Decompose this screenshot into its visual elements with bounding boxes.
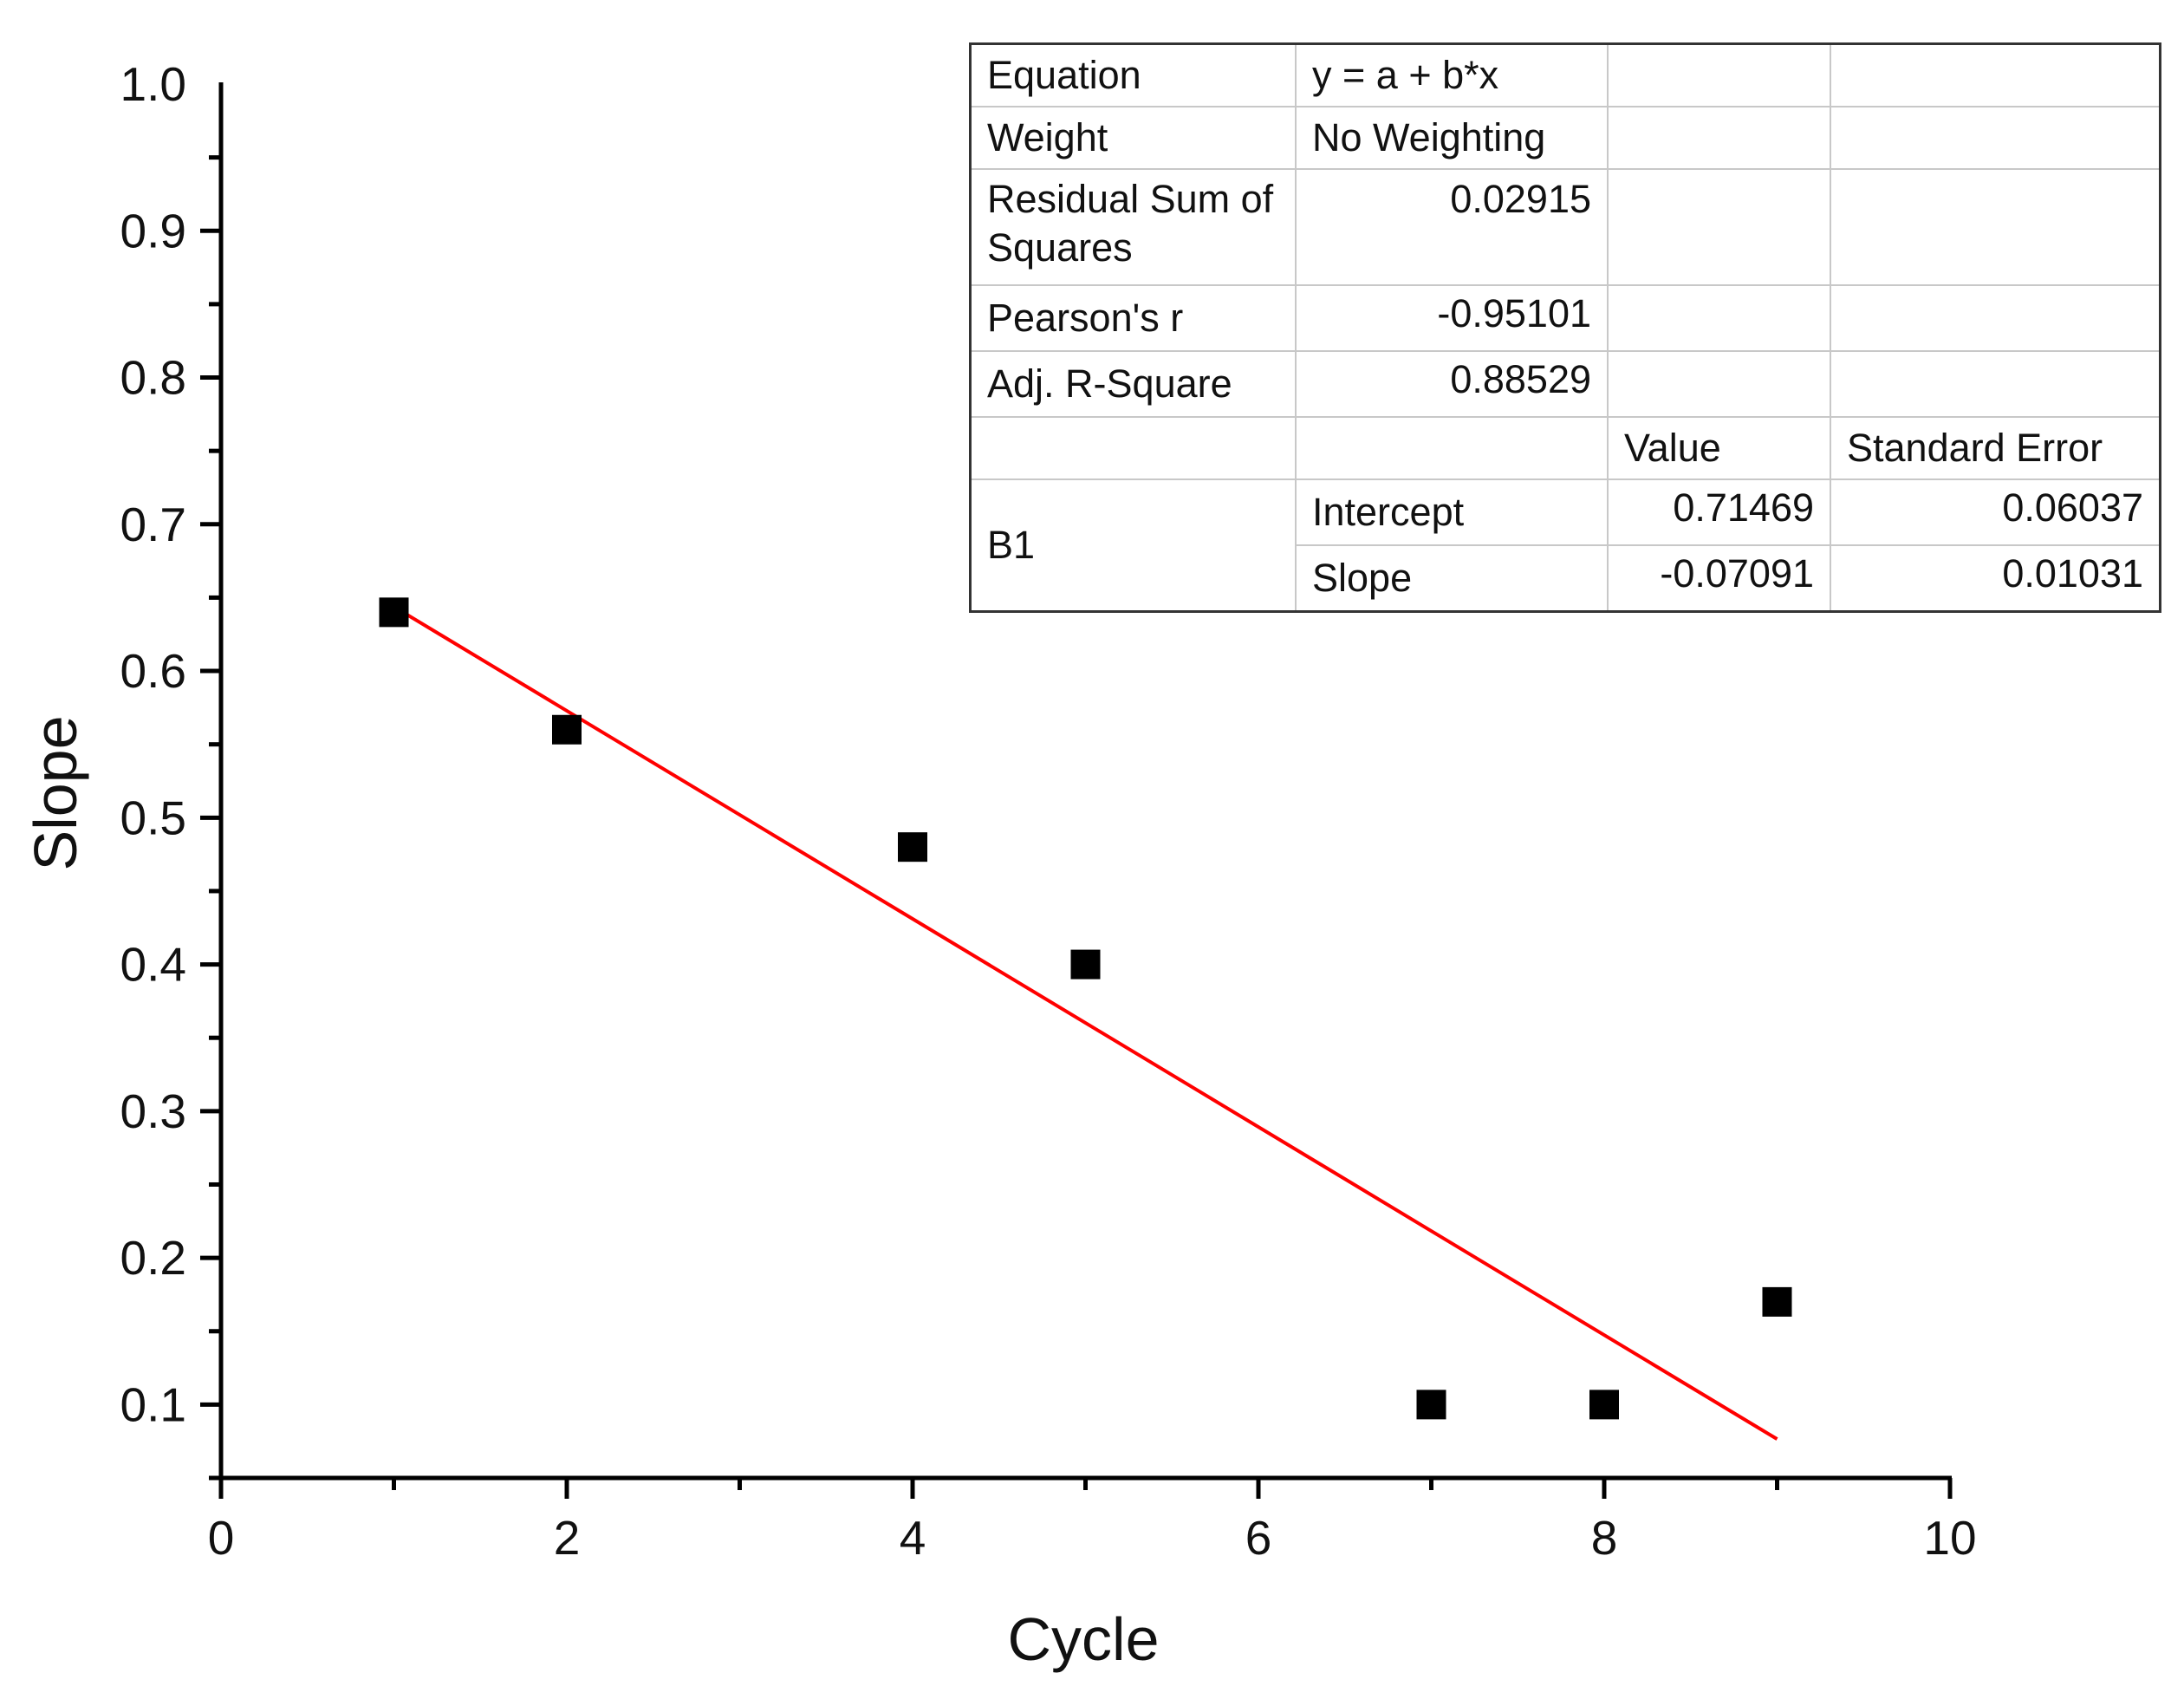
x-tick-label: 4 — [900, 1511, 926, 1565]
empty-cell — [1830, 42, 2161, 107]
y-tick-label: 1.0 — [120, 57, 186, 111]
empty-cell — [1830, 168, 2161, 286]
weight-value: No Weighting — [1295, 106, 1609, 170]
y-tick-label: 0.3 — [120, 1084, 186, 1138]
x-tick-label: 2 — [554, 1511, 581, 1565]
weight-label: Weight — [969, 106, 1297, 170]
adj-r-square-label: Adj. R-Square — [969, 350, 1297, 418]
fit-results-table: Equation y = a + b*x Weight No Weighting… — [969, 42, 2161, 613]
empty-cell — [1607, 168, 1831, 286]
slope-error: 0.01031 — [1830, 544, 2161, 613]
table-row: Residual Sum of Squares 0.02915 — [969, 168, 2161, 286]
intercept-label: Intercept — [1295, 478, 1609, 546]
data-point — [1070, 949, 1101, 980]
equation-value: y = a + b*x — [1295, 42, 1609, 107]
x-tick-label: 0 — [208, 1511, 235, 1565]
intercept-value: 0.71469 — [1607, 478, 1831, 546]
x-tick-label: 8 — [1591, 1511, 1618, 1565]
table-row: Equation y = a + b*x — [969, 42, 2161, 107]
y-tick-label: 0.6 — [120, 644, 186, 698]
x-tick-label: 10 — [1923, 1511, 1976, 1565]
y-axis-ticks: 0.1 0.2 0.3 0.4 0.5 0.6 0.7 0.8 0.9 1.0 — [120, 57, 221, 1481]
empty-cell — [1607, 106, 1831, 170]
x-axis-title: Cycle — [1007, 1605, 1159, 1673]
group-label: B1 — [969, 478, 1297, 613]
pearson-label: Pearson's r — [969, 284, 1297, 352]
y-tick-label: 0.8 — [120, 351, 186, 405]
data-point — [1589, 1390, 1619, 1420]
empty-cell — [969, 416, 1297, 480]
y-tick-label: 0.2 — [120, 1231, 186, 1285]
data-points — [379, 597, 1792, 1420]
y-tick-label: 0.5 — [120, 791, 186, 844]
data-point — [552, 714, 582, 745]
rss-value: 0.02915 — [1295, 168, 1609, 286]
y-tick-label: 0.9 — [120, 204, 186, 257]
table-row: Pearson's r -0.95101 — [969, 284, 2161, 352]
y-tick-label: 0.4 — [120, 938, 186, 992]
slope-value: -0.07091 — [1607, 544, 1831, 613]
table-row: Adj. R-Square 0.88529 — [969, 350, 2161, 418]
adj-r-square-value: 0.88529 — [1295, 350, 1609, 418]
fit-line — [393, 605, 1778, 1441]
value-header: Value — [1607, 416, 1831, 480]
empty-cell — [1607, 284, 1831, 352]
data-point — [1416, 1390, 1446, 1420]
equation-label: Equation — [969, 42, 1297, 107]
data-point — [379, 597, 409, 628]
y-tick-label: 0.7 — [120, 498, 186, 551]
table-row: Value Standard Error — [969, 416, 2161, 480]
y-axis-title: Slope — [22, 715, 89, 870]
y-tick-label: 0.1 — [120, 1377, 186, 1431]
empty-cell — [1830, 350, 2161, 418]
empty-cell — [1607, 350, 1831, 418]
empty-cell — [1830, 106, 2161, 170]
intercept-error: 0.06037 — [1830, 478, 2161, 546]
table-row: Slope -0.07091 0.01031 — [971, 544, 2161, 613]
table-row: B1 Intercept 0.71469 0.06037 — [969, 478, 2161, 613]
data-point — [1762, 1286, 1792, 1317]
table-row: Weight No Weighting — [969, 106, 2161, 170]
rss-label: Residual Sum of Squares — [969, 168, 1297, 286]
x-tick-label: 6 — [1245, 1511, 1272, 1565]
standard-error-header: Standard Error — [1830, 416, 2161, 480]
slope-label: Slope — [1295, 544, 1609, 613]
pearson-value: -0.95101 — [1295, 284, 1609, 352]
empty-cell — [1607, 42, 1831, 107]
empty-cell — [1830, 284, 2161, 352]
data-point — [898, 832, 927, 863]
x-axis-ticks: 0 2 4 6 8 10 — [208, 1478, 1977, 1565]
empty-cell — [1295, 416, 1609, 480]
